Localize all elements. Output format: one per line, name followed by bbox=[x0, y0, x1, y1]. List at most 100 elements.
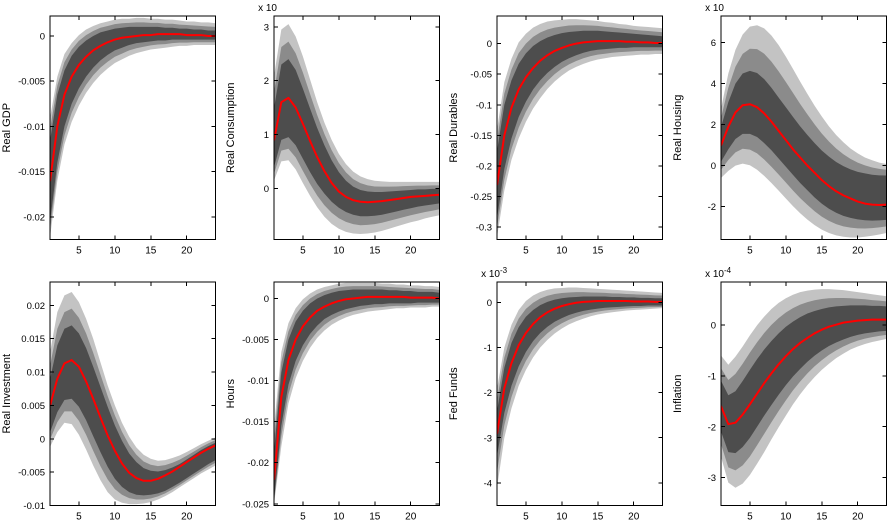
y-tick-label: -0.01 bbox=[247, 376, 269, 387]
x-tick-label: 15 bbox=[816, 511, 828, 522]
x-tick-label: 5 bbox=[523, 511, 529, 522]
x-tick-label: 20 bbox=[181, 511, 193, 522]
credible-band-mid bbox=[50, 308, 216, 499]
subplot-real-consumption: 5 10 15 20 3 2 1 0 Real Consumption x 10 bbox=[224, 0, 448, 266]
axes-box bbox=[273, 281, 440, 506]
y-axis-label: Inflation bbox=[672, 374, 684, 413]
credible-band-inner bbox=[497, 30, 663, 219]
y-tick-label: -2 bbox=[707, 202, 715, 213]
plot-layers bbox=[273, 24, 439, 235]
y-tick-label: -2 bbox=[484, 388, 492, 399]
x-tick-label: 20 bbox=[405, 511, 417, 522]
credible-band-inner bbox=[50, 324, 216, 495]
x-tick-label: 5 bbox=[747, 511, 753, 522]
y-tick-label: 0 bbox=[710, 320, 715, 331]
x-tick-label: 15 bbox=[145, 245, 157, 256]
y-tick-label: 0 bbox=[487, 297, 492, 308]
plot-layers bbox=[50, 17, 216, 237]
y-axis-label: Fed Funds bbox=[448, 366, 460, 419]
axis-exponent-sup: -3 bbox=[500, 266, 508, 275]
plot-layers bbox=[720, 25, 886, 238]
y-tick-label: -3 bbox=[707, 473, 715, 484]
y-tick-label: -0.05 bbox=[470, 70, 492, 81]
y-tick-label: -3 bbox=[484, 433, 492, 444]
y-tick-label: -0.01 bbox=[23, 500, 45, 511]
y-tick-label: -0.01 bbox=[23, 122, 45, 133]
x-tick-label: 10 bbox=[109, 511, 121, 522]
y-tick-label: -0.1 bbox=[476, 100, 492, 111]
plot-layers bbox=[497, 19, 663, 237]
x-tick-label: 15 bbox=[592, 511, 604, 522]
axes-box bbox=[720, 281, 887, 506]
subplot-hours-canvas: 5 10 15 20 0 -0.005 -0.01 -0.015 -0.02 -0.025 Hour… bbox=[225, 281, 440, 522]
median-line bbox=[497, 299, 663, 434]
x-tick-label: 20 bbox=[628, 245, 640, 256]
y-tick-label: 2 bbox=[263, 76, 268, 87]
credible-band-inner bbox=[720, 304, 886, 453]
subplot-fed-funds-canvas: 5 10 15 20 0 -1 -2 -3 -4 Fed Funds x 10-3 bbox=[448, 266, 663, 522]
y-tick-label: -0.025 bbox=[242, 499, 269, 510]
x-tick-label: 5 bbox=[523, 245, 529, 256]
y-tick-label: -0.015 bbox=[18, 167, 45, 178]
x-tick-label: 15 bbox=[369, 511, 381, 522]
subplot-real-investment-canvas: 5 10 15 20 0.02 0.015 0.01 0.005 0 -0.005 -0.01 Rea… bbox=[1, 281, 216, 522]
x-tick-label: 10 bbox=[333, 245, 345, 256]
plot-layers bbox=[720, 288, 886, 488]
y-tick-label: 0.005 bbox=[21, 400, 45, 411]
y-tick-label: -0.015 bbox=[242, 417, 269, 428]
x-tick-label: 15 bbox=[816, 245, 828, 256]
subplot-hours: 5 10 15 20 0 -0.005 -0.01 -0.015 -0.02 -0.025 Hour… bbox=[224, 266, 448, 531]
y-tick-label: -0.005 bbox=[18, 467, 45, 478]
axis-exponent-label: x 10 bbox=[258, 3, 277, 14]
y-tick-label: -0.3 bbox=[476, 223, 492, 234]
x-tick-label: 15 bbox=[369, 245, 381, 256]
axes-box bbox=[496, 15, 663, 240]
y-tick-label: -1 bbox=[484, 342, 492, 353]
y-axis-label: Real Consumption bbox=[225, 82, 237, 173]
x-tick-label: 10 bbox=[333, 511, 345, 522]
x-tick-label: 20 bbox=[852, 245, 864, 256]
y-tick-label: -0.25 bbox=[470, 192, 492, 203]
y-tick-label: -0.005 bbox=[18, 77, 45, 88]
x-tick-label: 5 bbox=[747, 245, 753, 256]
median-line bbox=[50, 33, 216, 182]
median-line bbox=[497, 40, 663, 186]
x-tick-label: 5 bbox=[300, 245, 306, 256]
y-axis-label: Real Housing bbox=[672, 95, 684, 161]
y-tick-label: 4 bbox=[710, 79, 715, 90]
y-tick-label: -0.2 bbox=[476, 162, 492, 173]
x-tick-label: 20 bbox=[628, 511, 640, 522]
x-tick-label: 15 bbox=[145, 511, 157, 522]
x-tick-label: 20 bbox=[181, 245, 193, 256]
y-tick-label: -0.02 bbox=[23, 212, 45, 223]
x-tick-label: 10 bbox=[780, 245, 792, 256]
median-line bbox=[50, 358, 216, 482]
subplot-real-investment: 5 10 15 20 0.02 0.015 0.01 0.005 0 -0.005 -0.01 Rea… bbox=[0, 266, 224, 531]
plot-layers bbox=[273, 282, 439, 504]
plot-layers bbox=[497, 286, 663, 487]
y-tick-label: 3 bbox=[263, 22, 268, 33]
y-tick-label: 0.02 bbox=[27, 300, 46, 311]
median-line bbox=[273, 295, 439, 480]
x-tick-label: 5 bbox=[300, 511, 306, 522]
y-tick-label: 1 bbox=[263, 130, 268, 141]
axes-box bbox=[720, 15, 887, 240]
axes-box bbox=[49, 281, 216, 506]
subplot-inflation-canvas: 5 10 15 20 0 -1 -2 -3 Inflation x 10-4 bbox=[672, 266, 887, 522]
credible-band-inner bbox=[273, 59, 439, 217]
subplot-real-gdp-canvas: 5 10 15 20 0 -0.005 -0.01 -0.015 -0.02 Real GDP bbox=[1, 15, 216, 256]
y-tick-label: 0.01 bbox=[27, 367, 46, 378]
y-axis-label: Hours bbox=[225, 378, 237, 408]
y-axis-label: Real Durables bbox=[448, 92, 460, 162]
x-tick-label: 20 bbox=[405, 245, 417, 256]
y-tick-label: -2 bbox=[707, 422, 715, 433]
axis-exponent-label: x 10-3 bbox=[481, 266, 508, 280]
axis-exponent-label: x 10-4 bbox=[705, 266, 732, 280]
x-tick-label: 10 bbox=[556, 245, 568, 256]
y-tick-label: 2 bbox=[710, 120, 715, 131]
y-tick-label: -0.02 bbox=[247, 458, 269, 469]
subplot-fed-funds: 5 10 15 20 0 -1 -2 -3 -4 Fed Funds x 10-3 bbox=[447, 266, 671, 531]
